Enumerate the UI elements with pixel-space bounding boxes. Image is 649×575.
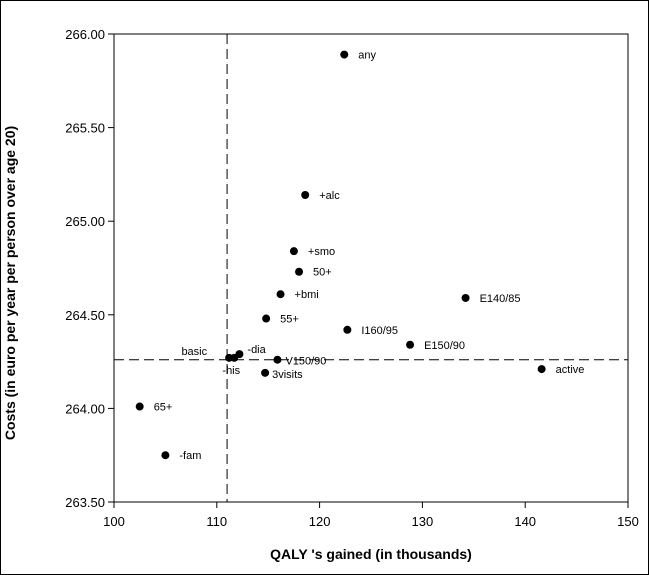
- plot-axes: 100 110 120 130 140 150 263.50 264.00 264.50 265.…: [65, 27, 639, 529]
- y-tick-label: 263.50: [65, 495, 105, 510]
- x-tick-label: 110: [206, 514, 227, 529]
- data-point: [262, 314, 271, 323]
- data-point: [295, 267, 304, 276]
- data-point: [161, 451, 170, 460]
- data-point: [230, 353, 239, 362]
- y-tick-label: 264.50: [65, 308, 105, 323]
- data-point-label: active: [556, 364, 585, 376]
- data-point-label: any: [358, 50, 376, 62]
- x-axis-title: QALY 's gained (in thousands): [270, 546, 472, 562]
- data-point: [537, 365, 546, 374]
- data-point-label: -dia: [247, 344, 266, 356]
- data-point: [276, 290, 285, 299]
- data-point-label: I160/95: [361, 325, 398, 337]
- data-point-label: 65+: [154, 402, 173, 414]
- data-point-label: +alc: [319, 190, 340, 202]
- plot-area-border: [113, 33, 629, 503]
- y-tick-label: 265.50: [65, 121, 105, 136]
- x-tick-label: 100: [103, 514, 125, 529]
- data-point: [406, 340, 415, 349]
- y-tick-label: 265.00: [65, 214, 105, 229]
- data-point-label: 3visits: [272, 369, 303, 381]
- reference-lines: [114, 34, 628, 502]
- x-tick-label: 130: [412, 514, 434, 529]
- data-point-label: -fam: [179, 450, 201, 462]
- data-point: [461, 293, 470, 302]
- data-point-label: 55+: [280, 314, 299, 326]
- x-tick-label: 150: [617, 514, 639, 529]
- data-point: [343, 325, 352, 334]
- data-point: [135, 402, 144, 411]
- x-tick-label: 120: [309, 514, 331, 529]
- data-point-label: V150/90: [285, 356, 326, 368]
- data-point: [301, 190, 310, 199]
- x-tick-label: 140: [514, 514, 536, 529]
- data-points: any +alc +smo 50+ +bmi E140/85 55+ I160/95 E150/…: [135, 50, 585, 462]
- data-point: [340, 50, 349, 59]
- data-point-label: +bmi: [295, 289, 319, 301]
- data-point-label: 50+: [313, 267, 332, 279]
- data-point-label: basic: [181, 346, 207, 358]
- data-point-label: E150/90: [424, 340, 465, 352]
- y-tick-label: 264.00: [65, 401, 105, 416]
- data-point-label: -his: [222, 365, 240, 377]
- data-point: [273, 355, 282, 364]
- data-point: [261, 368, 270, 377]
- data-point-label: E140/85: [480, 293, 521, 305]
- data-point-label: +smo: [308, 246, 335, 258]
- y-axis-title: Costs (in euro per year per person over …: [2, 126, 18, 440]
- data-point: [289, 247, 298, 256]
- y-tick-label: 266.00: [65, 27, 105, 42]
